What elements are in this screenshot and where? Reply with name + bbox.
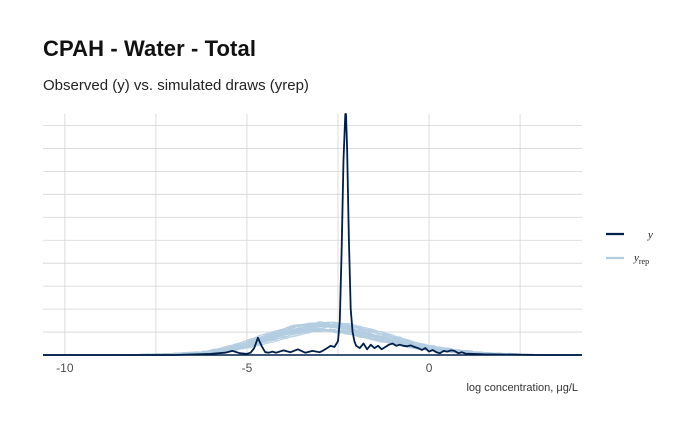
x-tick-label: -10: [56, 361, 74, 375]
grid-lines: [43, 114, 582, 356]
x-axis-label: log concentration, μg/L: [466, 382, 578, 394]
chart-title: CPAH - Water - Total: [43, 36, 257, 61]
x-tick-label: 0: [426, 361, 433, 375]
observed-series: [43, 113, 582, 356]
chart-subtitle: Observed (y) vs. simulated draws (yrep): [43, 77, 309, 94]
legend-y-label: y: [647, 229, 653, 241]
yrep-draws: [43, 320, 583, 356]
observed-y-line: [43, 113, 582, 356]
x-axis: -10 -5 0: [43, 354, 582, 375]
legend-yrep-label: yrep: [633, 252, 649, 266]
legend: y yrep: [606, 229, 653, 266]
x-tick-label: -5: [242, 361, 253, 375]
